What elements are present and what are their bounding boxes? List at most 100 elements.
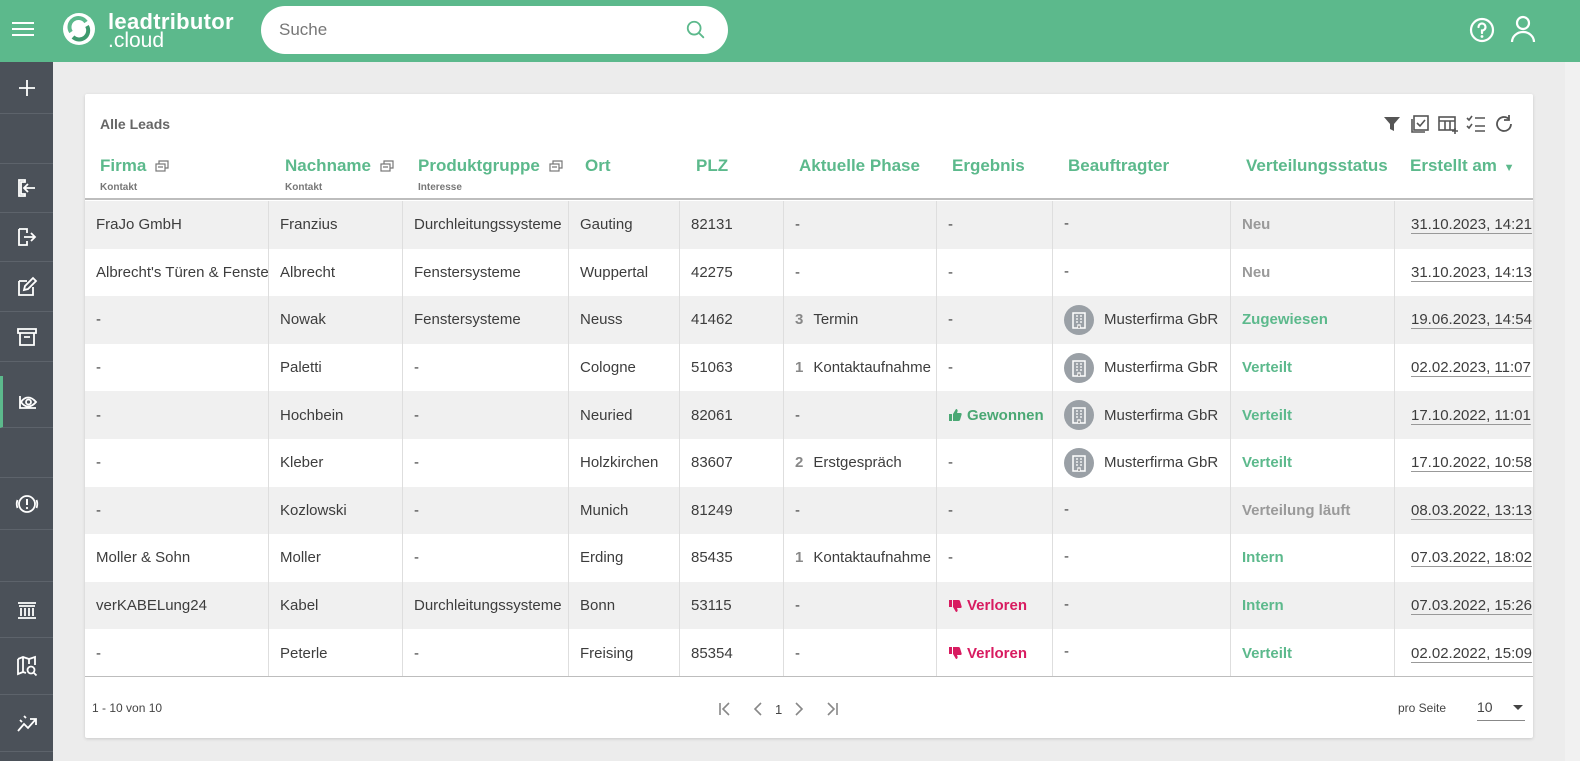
- cell-ergebnis: Verloren: [937, 629, 1053, 677]
- table-columns-icon[interactable]: [1437, 113, 1459, 135]
- cell-firma: -: [85, 439, 269, 487]
- cell-aktuelle-phase: -: [784, 486, 937, 535]
- column-header-firma[interactable]: Firma: [100, 156, 170, 176]
- cell-ort: Freising: [569, 629, 680, 677]
- search-input[interactable]: [279, 18, 679, 42]
- filter-icon[interactable]: [1381, 113, 1403, 135]
- phase-number: 1: [795, 359, 804, 377]
- select-all-icon[interactable]: [1409, 113, 1431, 135]
- next-page-button[interactable]: [786, 697, 810, 721]
- alert-icon: [15, 494, 38, 513]
- sidebar-item-incoming[interactable]: [0, 164, 53, 213]
- column-header-plz[interactable]: PLZ: [696, 156, 729, 175]
- cell-nachname-text: Paletti: [280, 359, 322, 377]
- cell-ergebnis: -: [937, 343, 1053, 392]
- cell-nachname-text: Moller: [280, 549, 321, 567]
- cell-beauftragter: Musterfirma GbR: [1053, 296, 1231, 344]
- table-row[interactable]: - Kozlowski - Munich 81249 - - - Verteilung läuf…: [85, 486, 1533, 535]
- per-page-select[interactable]: 10: [1477, 695, 1525, 721]
- cell-firma: -: [85, 343, 269, 392]
- first-page-icon: [719, 702, 730, 716]
- distribution-status: Verteilt: [1242, 644, 1293, 662]
- cell-firma: -: [85, 629, 269, 677]
- cell-ort-text: Neuss: [580, 311, 623, 329]
- checklist-icon[interactable]: [1465, 113, 1487, 135]
- cell-plz-text: 51063: [691, 359, 733, 377]
- column-header-verteilungsstatus[interactable]: Verteilungsstatus: [1246, 156, 1388, 175]
- phase-label: -: [795, 644, 800, 662]
- table-row[interactable]: FraJo GmbH Franzius Durchleitungssysteme Ga…: [85, 201, 1533, 249]
- column-header-erstellt-am[interactable]: Erstellt am ▼: [1410, 156, 1515, 176]
- result-lost-badge: Verloren: [948, 645, 1027, 662]
- last-page-button[interactable]: [820, 697, 844, 721]
- cell-nachname: Franzius: [269, 201, 403, 249]
- result-label: Verloren: [967, 597, 1028, 615]
- first-page-button[interactable]: [713, 697, 737, 721]
- chevron-left-icon: [753, 702, 762, 716]
- table-row[interactable]: Moller & Sohn Moller - Erding 85435 1 Kontakta…: [85, 534, 1533, 582]
- cell-ort: Gauting: [569, 201, 680, 249]
- column-header-beauftragter[interactable]: Beauftragter: [1068, 156, 1170, 175]
- cell-aktuelle-phase: 3 Termin: [784, 296, 937, 344]
- cell-erstellt-am: 31.10.2023, 14:13: [1395, 249, 1533, 297]
- cell-firma: -: [85, 486, 269, 535]
- sidebar-item-reports[interactable]: [0, 695, 53, 752]
- cell-produktgruppe: Durchleitungssysteme: [403, 201, 569, 249]
- column-header-nachname[interactable]: Nachname: [285, 156, 395, 176]
- column-header-ergebnis[interactable]: Ergebnis: [952, 156, 1025, 175]
- cell-verteilungsstatus: Intern: [1231, 581, 1395, 630]
- table-row[interactable]: Albrecht's Türen & Fenster Albrecht Fenste…: [85, 248, 1533, 297]
- cell-firma-text: Moller & Sohn: [96, 549, 191, 567]
- user-account-icon[interactable]: [1509, 14, 1537, 44]
- column-header-ort[interactable]: Ort: [585, 156, 611, 175]
- cell-firma-text: -: [96, 454, 101, 472]
- table-row[interactable]: - Kleber - Holzkirchen 83607 2 Erstgespräch - Mu…: [85, 439, 1533, 487]
- table-header: Firma Kontakt Nachname Kontakt Produktgr…: [85, 150, 1533, 200]
- column-toggle-icon[interactable]: [155, 160, 170, 172]
- cell-beauftragter: -: [1053, 629, 1231, 677]
- table-row[interactable]: - Nowak Fenstersysteme Neuss 41462 3 Termin - Mu…: [85, 296, 1533, 344]
- sidebar-item-spacer-2: [0, 428, 53, 478]
- sidebar-item-archive[interactable]: [0, 312, 53, 362]
- cell-plz-text: 82131: [691, 216, 733, 234]
- table-row[interactable]: - Hochbein - Neuried 82061 - Gewonnen Musterfir…: [85, 391, 1533, 439]
- created-date: 31.10.2023, 14:13: [1411, 263, 1532, 281]
- cell-nachname: Kabel: [269, 581, 403, 630]
- cell-beauftragter: -: [1053, 486, 1231, 535]
- search-icon[interactable]: [685, 19, 707, 41]
- sidebar-item-watch[interactable]: [0, 376, 53, 428]
- table-row[interactable]: - Peterle - Freising 85354 - Verloren - Verteilt…: [85, 629, 1533, 677]
- column-header-aktuelle-phase[interactable]: Aktuelle Phase: [799, 156, 920, 175]
- cell-verteilungsstatus: Neu: [1231, 248, 1395, 297]
- plus-icon: [18, 79, 35, 96]
- column-header-produktgruppe[interactable]: Produktgruppe: [418, 156, 564, 176]
- sidebar-item-outgoing[interactable]: [0, 213, 53, 262]
- previous-page-button[interactable]: [747, 697, 771, 721]
- sidebar-item-map[interactable]: [0, 638, 53, 695]
- column-toggle-icon[interactable]: [380, 160, 395, 172]
- sidebar-item-alerts[interactable]: [0, 478, 53, 530]
- phase-label: Kontaktaufnahme: [813, 549, 931, 567]
- cell-firma-text: -: [96, 644, 101, 662]
- cell-plz-text: 82061: [691, 406, 733, 424]
- page-scrollbar[interactable]: [1565, 62, 1580, 761]
- cell-erstellt-am: 19.06.2023, 14:54: [1395, 296, 1533, 344]
- column-toggle-icon[interactable]: [548, 160, 564, 172]
- sidebar-item-edit[interactable]: [0, 262, 53, 312]
- cell-plz: 81249: [680, 486, 784, 535]
- cell-firma: -: [85, 391, 269, 439]
- table-row[interactable]: verKABELung24 Kabel Durchleitungssysteme Bo…: [85, 581, 1533, 630]
- cell-verteilungsstatus: Verteilt: [1231, 629, 1395, 677]
- table-row[interactable]: - Paletti - Cologne 51063 1 Kontaktaufnahme - Mu…: [85, 343, 1533, 392]
- cell-beauftragter: Musterfirma GbR: [1053, 439, 1231, 487]
- hamburger-menu-icon[interactable]: [10, 18, 36, 42]
- cell-beauftragter: -: [1053, 581, 1231, 630]
- refresh-icon[interactable]: [1493, 113, 1515, 135]
- chart-line-icon: [16, 715, 37, 732]
- cell-firma-text: -: [96, 501, 101, 519]
- help-icon[interactable]: [1468, 16, 1496, 44]
- sidebar-item-institutions[interactable]: [0, 582, 53, 638]
- thumbs-down-icon: [949, 599, 962, 612]
- logo[interactable]: leadtributor .cloud: [62, 9, 242, 53]
- sidebar-item-new-lead[interactable]: [0, 62, 53, 114]
